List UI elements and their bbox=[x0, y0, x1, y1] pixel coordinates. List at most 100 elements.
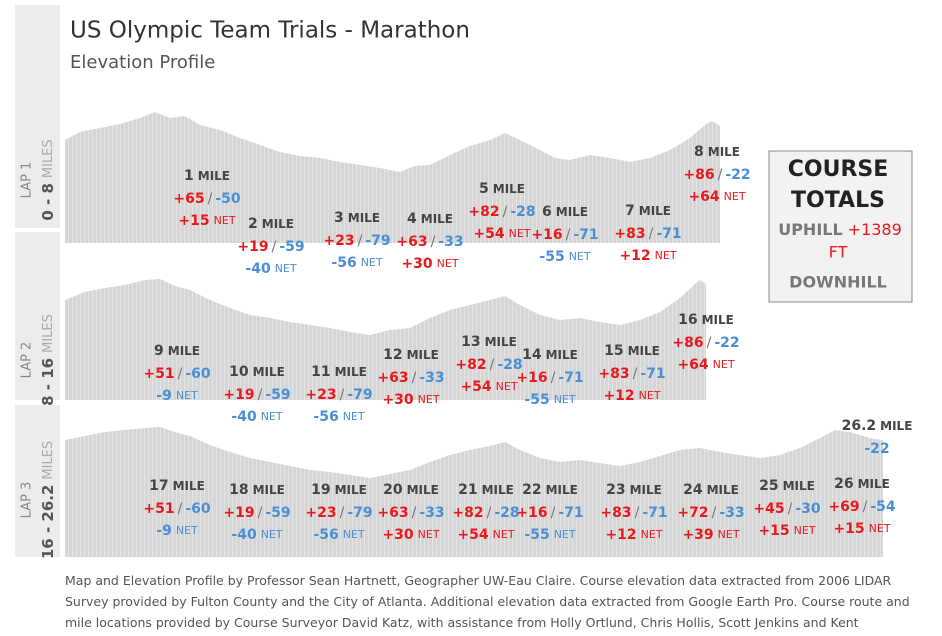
gain-loss: +65/-50 bbox=[173, 191, 240, 207]
gain-loss: +72/-33 bbox=[677, 505, 744, 521]
mile-number: 7 bbox=[625, 203, 635, 219]
downhill: -59 bbox=[265, 387, 290, 403]
totals-box bbox=[768, 150, 913, 303]
mile-label: 18 MILE bbox=[229, 482, 285, 498]
net-value: -55 bbox=[524, 527, 549, 543]
mile-unit: MILE bbox=[335, 483, 367, 497]
downhill-label: DOWNHILL bbox=[789, 273, 887, 292]
mile-number: 16 bbox=[678, 312, 697, 328]
net-unit: NET bbox=[639, 389, 661, 402]
mile-number: 12 bbox=[383, 347, 402, 363]
gain-loss: +63/-33 bbox=[396, 234, 463, 250]
uphill: +51 bbox=[143, 366, 174, 382]
mile-unit: MILE bbox=[348, 211, 380, 225]
net-change: +30 NET bbox=[382, 527, 439, 543]
net-change: -40 NET bbox=[245, 261, 296, 277]
gain-loss: +83/-71 bbox=[600, 505, 667, 521]
uphill-value: +1389 bbox=[848, 220, 902, 239]
mile-label: 1 MILE bbox=[184, 168, 230, 184]
net-value: +54 bbox=[457, 527, 488, 543]
mile-label: 6 MILE bbox=[542, 204, 588, 220]
lap-label: LAP 2 bbox=[20, 342, 35, 379]
mile-unit: MILE bbox=[707, 483, 739, 497]
mile-unit: MILE bbox=[546, 483, 578, 497]
mile-label: 8 MILE bbox=[694, 144, 740, 160]
mile-unit: MILE bbox=[407, 483, 439, 497]
mile-unit: MILE bbox=[630, 483, 662, 497]
gain-loss: +23/-79 bbox=[323, 233, 390, 249]
downhill: -79 bbox=[365, 233, 390, 249]
mile-number: 23 bbox=[606, 482, 625, 498]
mile-number: 11 bbox=[311, 364, 330, 380]
net-change: +54 NET bbox=[473, 226, 530, 242]
lap-band bbox=[15, 405, 60, 557]
net-value: -56 bbox=[331, 255, 356, 271]
separator: / bbox=[358, 233, 363, 249]
gain-loss: +83/-71 bbox=[598, 366, 665, 382]
title: US Olympic Team Trials - Marathon bbox=[70, 18, 470, 44]
net-change: -9 NET bbox=[156, 388, 198, 404]
net-change: +12 NET bbox=[605, 527, 662, 543]
mile-unit: MILE bbox=[546, 348, 578, 362]
separator: / bbox=[788, 501, 793, 517]
mile-number: 18 bbox=[229, 482, 248, 498]
elevation-area bbox=[65, 427, 883, 557]
uphill: +16 bbox=[516, 370, 547, 386]
downhill: -50 bbox=[215, 191, 241, 207]
separator: / bbox=[272, 239, 277, 255]
separator: / bbox=[551, 370, 556, 386]
net-change: +54 NET bbox=[457, 527, 514, 543]
net-change: +30 NET bbox=[382, 392, 439, 408]
downhill: -30 bbox=[795, 501, 821, 517]
net-unit: NET bbox=[343, 528, 365, 541]
net-change: +64 NET bbox=[688, 189, 745, 205]
lap-range: 8 - 16 MILES bbox=[39, 314, 57, 406]
gain-loss: +16/-71 bbox=[531, 227, 598, 243]
mile-label: 17 MILE bbox=[149, 478, 205, 494]
net-unit: NET bbox=[176, 524, 198, 537]
lap-range-value: 0 - 8 bbox=[39, 183, 57, 221]
downhill: -33 bbox=[419, 505, 444, 521]
net-value: -55 bbox=[539, 249, 564, 265]
separator: / bbox=[340, 387, 345, 403]
gain-loss: +19/-59 bbox=[223, 505, 290, 521]
downhill: -33 bbox=[419, 370, 444, 386]
net-value: +15 bbox=[178, 213, 209, 229]
net-unit: NET bbox=[718, 528, 740, 541]
net-change: -40 NET bbox=[231, 527, 282, 543]
separator: / bbox=[712, 505, 717, 521]
downhill: -71 bbox=[558, 505, 583, 521]
separator: / bbox=[633, 366, 638, 382]
net-unit: NET bbox=[869, 522, 891, 535]
separator: / bbox=[178, 501, 183, 517]
uphill: +45 bbox=[753, 501, 784, 517]
net-unit: NET bbox=[214, 214, 236, 227]
net-value: -40 bbox=[231, 409, 257, 425]
lap-band bbox=[15, 232, 60, 400]
mile-unit: MILE bbox=[421, 212, 453, 226]
mile-label: 5 MILE bbox=[479, 181, 525, 197]
elevation-area bbox=[65, 112, 720, 243]
mile-number: 21 bbox=[458, 482, 477, 498]
uphill: +63 bbox=[377, 505, 408, 521]
totals-title: TOTALS bbox=[791, 188, 885, 213]
net-unit: NET bbox=[437, 257, 459, 270]
subtitle: Elevation Profile bbox=[70, 52, 215, 73]
net-change: -55 NET bbox=[524, 392, 575, 408]
mile-label: 24 MILE bbox=[683, 482, 739, 498]
net-unit: NET bbox=[509, 227, 531, 240]
uphill-label: UPHILL bbox=[778, 220, 842, 239]
uphill: +82 bbox=[468, 204, 499, 220]
uphill-total: UPHILL +1389 bbox=[778, 220, 902, 239]
lap-range: 16 - 26.2 MILES bbox=[39, 441, 57, 559]
mile-unit: MILE bbox=[783, 479, 815, 493]
separator: / bbox=[178, 366, 183, 382]
net-change: +39 NET bbox=[682, 527, 739, 543]
mile-unit: MILE bbox=[198, 169, 230, 183]
downhill: -79 bbox=[347, 505, 372, 521]
net-change: -40 NET bbox=[231, 409, 282, 425]
net-change: +64 NET bbox=[677, 357, 734, 373]
gain-loss: +23/-79 bbox=[305, 505, 372, 521]
separator: / bbox=[258, 505, 263, 521]
